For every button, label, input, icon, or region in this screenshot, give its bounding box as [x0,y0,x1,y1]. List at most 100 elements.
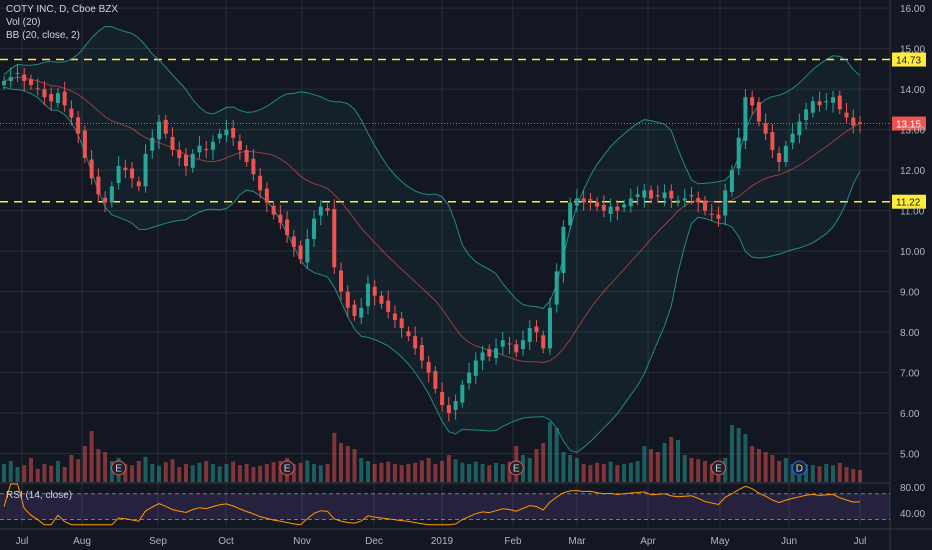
candle-body [55,93,60,103]
rsi-band [0,493,890,520]
candle-body [494,348,499,359]
bollinger-band-fill [4,26,860,453]
candle-body [8,76,13,82]
legend-symbol[interactable]: COTY INC, D, Cboe BZX [6,4,119,15]
volume-bar [750,446,755,482]
horizontal-lines[interactable]: 14.73 11.22 13.15 [0,52,926,209]
legend-rsi[interactable]: RSI (14, close) [6,490,73,501]
volume-bar [810,465,815,482]
candle-body [271,205,276,215]
volume-bar [696,459,701,482]
candle-body [554,271,559,305]
candle-body [480,352,485,361]
candle-body [669,190,674,199]
time-tick-label: Feb [504,536,522,547]
time-tick-label: Nov [293,536,311,547]
candle-body [507,343,512,345]
time-tick-label: Jun [781,536,797,547]
dividend-marker [791,460,807,476]
price-axis[interactable]: 16.00 15.00 14.00 13.00 12.00 11.00 10.00 9.00 8… [900,4,925,461]
last-price-tag-bg [892,116,926,131]
volume-bar [55,461,60,482]
earnings-marker [508,460,524,476]
volume-bar [547,422,552,482]
event-marker-label: E [284,464,291,475]
candle-body [433,371,438,389]
volume-bar [601,464,606,482]
bollinger-bands [3,25,861,453]
candle-body [103,197,108,203]
candle-body [541,335,546,349]
volume-bar [231,461,236,482]
volume-bar [588,465,593,482]
candle-body [561,226,566,273]
volume-bar [460,462,465,482]
volume-bar [82,446,87,482]
volume-bar [386,461,391,482]
candle-body [392,313,397,320]
candle-body [655,195,660,197]
volume-bar [237,465,242,482]
candle-body [635,194,640,197]
candle-body [601,204,606,211]
volume-bar [446,455,451,482]
volume-bar [857,470,863,482]
candle-body [190,153,195,168]
candle-body [797,121,802,136]
candle-body [709,213,714,215]
price-tick-label: 9.00 [900,288,920,299]
last-price-tag-label: 13.15 [896,120,921,131]
volume-bar [440,461,445,482]
legend-bb[interactable]: BB (20, close, 2) [6,30,80,41]
bb-lower-line [3,86,861,453]
legend-volume[interactable]: Vol (20) [6,17,41,28]
candle-body [520,340,525,350]
volume-bar [500,464,505,482]
price-tick-label: 8.00 [900,328,920,339]
volume-bar [8,461,13,482]
volume-bar [615,465,620,482]
price-tick-label: 12.00 [900,166,925,177]
rsi-tick-label: 80.00 [900,483,925,494]
price-tick-label: 16.00 [900,4,925,15]
candle-body [258,175,263,191]
time-tick-label: Mar [568,536,586,547]
volume-bar [170,459,175,482]
price-tick-label: 11.00 [900,207,925,218]
candle-body [372,286,377,296]
volume-bar [130,465,135,482]
candle-body [514,344,519,353]
volume-bar [76,459,81,482]
volume-bar [480,464,485,482]
volume-bar [291,464,296,482]
candle-body [460,384,465,403]
candle-body [298,245,303,260]
volume-bar [655,452,660,482]
volume-bar [426,458,431,482]
candle-body [824,101,829,103]
candle-body [130,168,135,179]
volume-bar [109,461,114,482]
volume-bar [312,464,317,482]
candle-body [116,166,121,184]
volume-bar [554,428,559,482]
candle-body [723,190,728,216]
candle-body [467,372,472,384]
volume-bar [507,461,512,482]
volume-bar [224,464,229,482]
candle-body [89,159,94,179]
candle-body [291,236,296,248]
candle-body [810,101,815,113]
candle-body [702,200,707,211]
time-axis[interactable]: Jul Aug Sep Oct Nov Dec 2019 Feb Mar Apr May Jun Jul [16,536,867,547]
candle-body [210,141,215,150]
candle-body [750,97,755,106]
price-tick-label: 14.00 [900,85,925,96]
bb-fill-area [4,26,860,453]
candle-body [716,214,721,219]
candle-body [231,127,236,138]
candle-body [662,192,667,199]
time-tick-label: Jul [16,536,29,547]
